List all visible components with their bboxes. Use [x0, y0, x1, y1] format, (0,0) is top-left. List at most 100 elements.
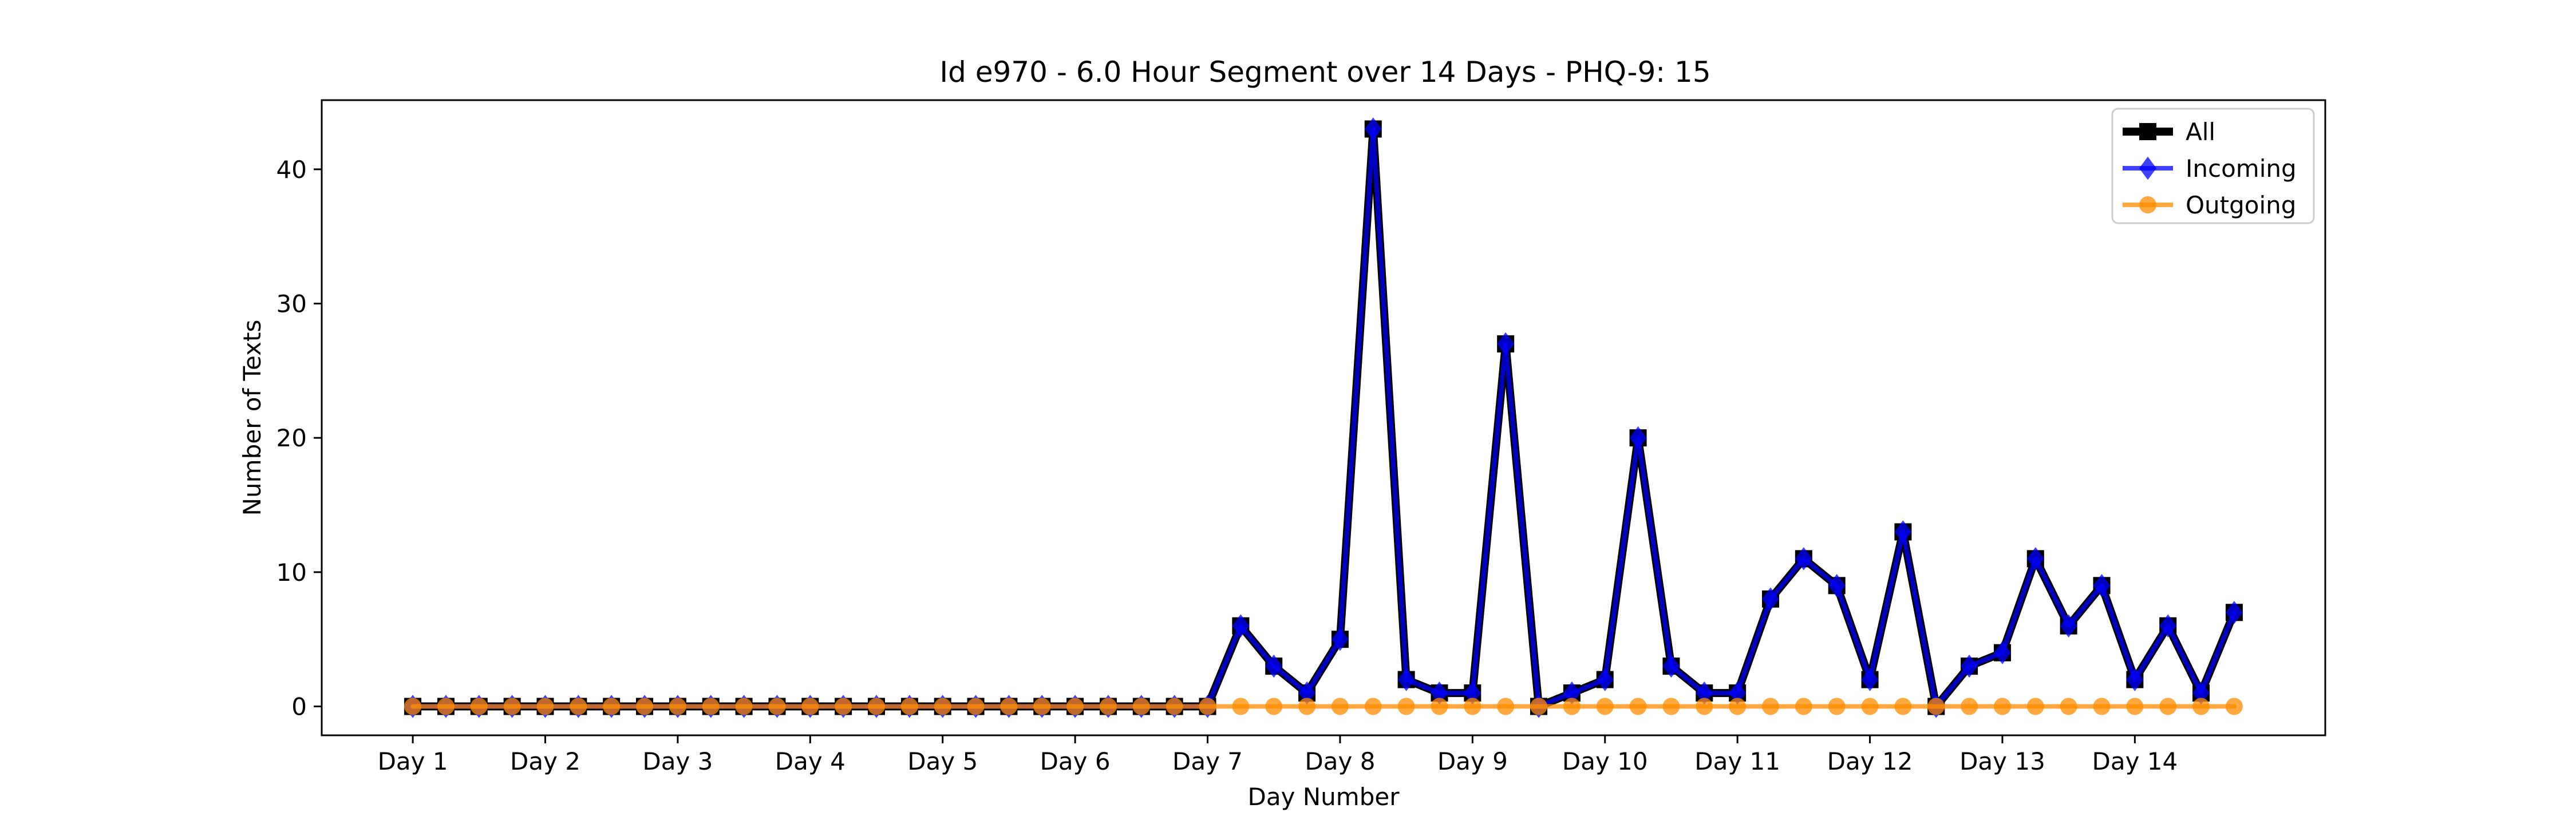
data-point-outgoing: [536, 698, 554, 715]
x-axis: Day 1 Day 2 Day 3 Day 4 Day 5 Day 6 Day 7 Day 8…: [378, 735, 2178, 775]
data-point-outgoing: [900, 698, 918, 715]
data-point-outgoing: [1199, 698, 1216, 715]
data-point-outgoing: [2159, 698, 2177, 715]
data-point-outgoing: [1761, 698, 1779, 715]
data-point-outgoing: [570, 698, 587, 715]
x-tick-label: Day 2: [510, 747, 580, 775]
legend-item-incoming: Incoming: [2123, 154, 2297, 183]
y-tick-label: 0: [291, 693, 307, 721]
data-point-incoming: [1861, 668, 1879, 691]
y-tick-label: 10: [276, 558, 307, 587]
x-tick-label: Day 5: [907, 747, 978, 775]
data-point-outgoing: [1497, 698, 1515, 715]
series-incoming: [404, 117, 2243, 718]
data-point-incoming: [1761, 587, 1779, 611]
data-point-incoming: [2225, 601, 2243, 624]
data-point-outgoing: [470, 698, 488, 715]
legend-swatch-marker: [2139, 156, 2156, 180]
data-point-incoming: [2159, 614, 2177, 637]
data-point-outgoing: [503, 698, 521, 715]
data-point-outgoing: [1894, 698, 1912, 715]
data-point-incoming: [1364, 117, 1382, 141]
data-point-outgoing: [1165, 698, 1183, 715]
data-point-outgoing: [835, 698, 852, 715]
x-tick-label: Day 3: [642, 747, 713, 775]
data-point-outgoing: [1629, 698, 1647, 715]
data-point-incoming: [1729, 681, 1747, 705]
y-tick-label: 40: [276, 156, 307, 184]
data-point-outgoing: [603, 698, 621, 715]
x-tick-label: Day 12: [1827, 747, 1913, 775]
x-axis-label: Day Number: [1247, 783, 1400, 811]
x-tick-label: Day 7: [1172, 747, 1243, 775]
x-tick-label: Day 6: [1040, 747, 1111, 775]
data-point-outgoing: [1431, 698, 1448, 715]
legend: All Incoming Outgoing: [2111, 108, 2315, 224]
y-tick-label: 30: [276, 290, 307, 318]
data-point-outgoing: [1662, 698, 1680, 715]
data-point-incoming: [1265, 654, 1283, 678]
data-point-incoming: [1497, 332, 1515, 356]
x-tick-label: Day 4: [775, 747, 846, 775]
data-point-incoming: [1464, 681, 1481, 705]
data-point-outgoing: [1066, 698, 1084, 715]
data-point-incoming: [1331, 627, 1349, 651]
legend-item-outgoing: Outgoing: [2123, 191, 2296, 219]
data-point-outgoing: [1464, 698, 1481, 715]
data-point-outgoing: [868, 698, 886, 715]
data-point-incoming: [1629, 426, 1647, 450]
x-tick-label: Day 13: [1959, 747, 2045, 775]
data-point-outgoing: [1729, 698, 1747, 715]
data-point-outgoing: [1927, 698, 1945, 715]
data-point-outgoing: [669, 698, 686, 715]
data-point-outgoing: [1795, 698, 1812, 715]
series-line-incoming: [410, 126, 2237, 709]
data-point-incoming: [1431, 681, 1448, 705]
data-point-outgoing: [1298, 698, 1316, 715]
series-line-all: [409, 125, 2238, 711]
data-point-incoming: [1662, 654, 1680, 678]
data-point-outgoing: [2192, 698, 2210, 715]
data-point-outgoing: [1596, 698, 1614, 715]
data-point-incoming: [2192, 681, 2210, 705]
data-point-outgoing: [2225, 698, 2243, 715]
data-point-incoming: [1397, 668, 1415, 691]
data-point-incoming: [1993, 641, 2011, 664]
data-point-outgoing: [1132, 698, 1150, 715]
legend-label: Incoming: [2186, 154, 2297, 183]
data-point-outgoing: [1861, 698, 1879, 715]
data-point-outgoing: [636, 698, 654, 715]
x-tick-label: Day 1: [378, 747, 448, 775]
data-point-incoming: [1828, 574, 1846, 597]
series-layer: [404, 117, 2243, 718]
y-axis-label: Number of Texts: [238, 320, 266, 516]
legend-item-all: All: [2123, 118, 2215, 146]
data-point-outgoing: [2093, 698, 2111, 715]
series-all: [404, 120, 2243, 715]
data-point-incoming: [1563, 681, 1581, 705]
x-tick-label: Day 8: [1305, 747, 1375, 775]
data-point-outgoing: [967, 698, 985, 715]
data-point-outgoing: [2126, 698, 2144, 715]
data-point-outgoing: [1000, 698, 1018, 715]
data-point-outgoing: [404, 698, 422, 715]
legend-box: [2111, 108, 2315, 224]
data-point-incoming: [1232, 614, 1250, 637]
data-point-outgoing: [1397, 698, 1415, 715]
data-point-incoming: [1596, 668, 1614, 691]
data-point-outgoing: [2060, 698, 2077, 715]
data-point-outgoing: [1033, 698, 1051, 715]
data-point-incoming: [2093, 574, 2111, 597]
data-point-outgoing: [1265, 698, 1283, 715]
data-point-outgoing: [1364, 698, 1382, 715]
legend-swatch-marker: [2139, 196, 2156, 213]
legend-label: All: [2186, 118, 2215, 146]
data-point-outgoing: [1232, 698, 1250, 715]
x-tick-label: Day 10: [1562, 747, 1648, 775]
data-point-incoming: [2026, 547, 2044, 571]
data-point-outgoing: [1961, 698, 1978, 715]
data-point-outgoing: [1099, 698, 1117, 715]
data-point-incoming: [2126, 668, 2144, 691]
data-point-outgoing: [1993, 698, 2011, 715]
data-point-outgoing: [2026, 698, 2044, 715]
